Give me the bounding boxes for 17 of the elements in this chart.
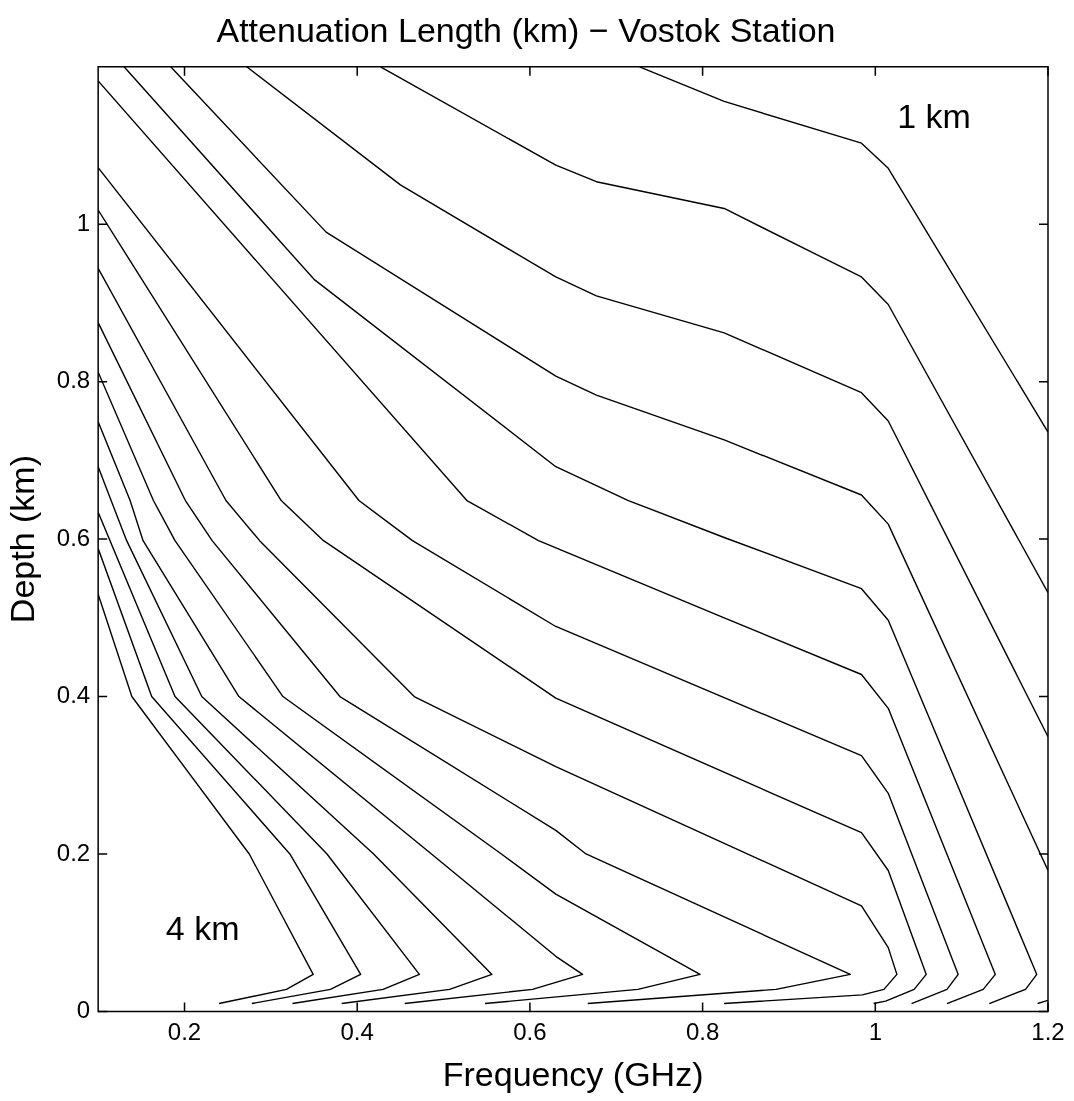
y-tick-label: 0.4 [56,681,91,709]
annotation: 4 km [165,909,240,948]
y-tick-label: 1 [76,208,91,236]
y-tick-label: 0 [76,996,91,1024]
x-tick-label: 0.6 [513,1018,547,1046]
y-tick-label: 0.2 [56,838,91,866]
y-tick-label: 0.6 [56,523,91,551]
y-tick-label: 0.8 [56,366,91,394]
annotation: 1 km [897,97,971,136]
chart-title: Attenuation Length (km) − Vostok Station [216,10,836,49]
x-tick-label: 0.2 [167,1018,202,1046]
x-tick-label: 1 [868,1018,882,1046]
x-tick-label: 0.4 [340,1018,374,1046]
x-tick-label: 1.2 [1031,1018,1065,1046]
x-axis-title: Frequency (GHz) [442,1054,704,1093]
y-axis-title: Depth (km) [2,455,41,624]
x-tick-label: 0.8 [685,1018,720,1046]
